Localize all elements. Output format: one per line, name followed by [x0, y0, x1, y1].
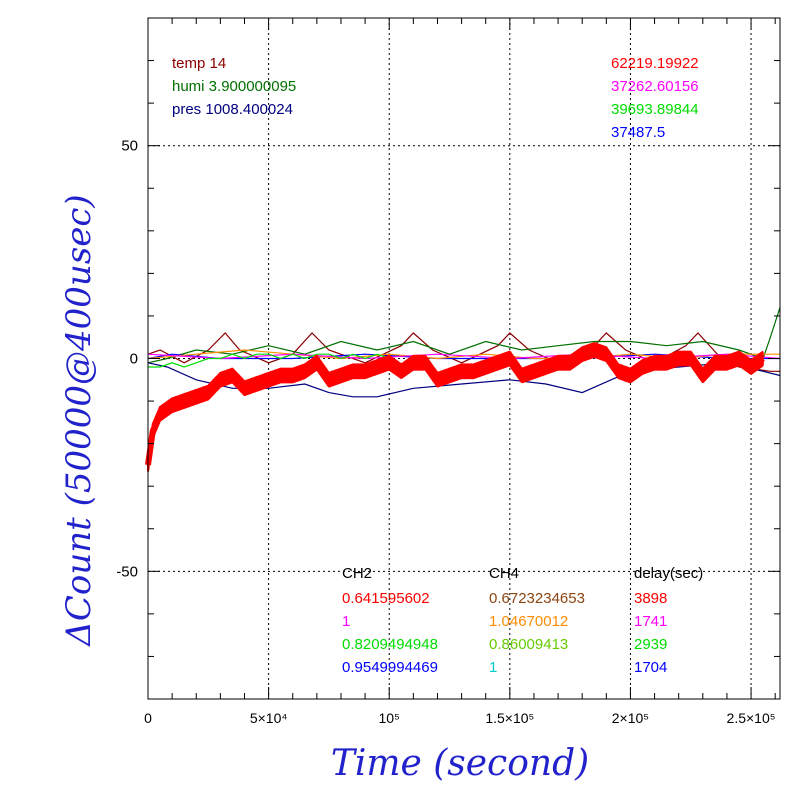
table-cell: 0.6723234653: [489, 590, 585, 607]
table-cell: 1704: [634, 659, 667, 676]
env-info-text: temp 14: [172, 55, 226, 72]
channel-value-text: 62219.19922: [611, 55, 699, 72]
series-line-2: [147, 362, 781, 398]
series-line-0: [147, 332, 780, 372]
table-header: delay(sec): [634, 565, 703, 582]
table-cell: 1: [489, 659, 497, 676]
channel-value-text: 37487.5: [611, 124, 665, 141]
table-header: CH2: [342, 565, 372, 582]
series-group: [145, 307, 781, 472]
env-info-text: pres 1008.400024: [172, 101, 293, 118]
x-tick-label: 2.5×10⁵: [727, 710, 776, 726]
table-cell: 2939: [634, 636, 667, 653]
tick-labels: 0 5×10⁴ 10⁵ 1.5×10⁵ 2×10⁵ 2.5×10⁵ 50 0 -50: [116, 138, 775, 726]
x-tick-label: 1.5×10⁵: [485, 710, 534, 726]
table-header: CH4: [489, 565, 519, 582]
table-cell: 3898: [634, 590, 667, 607]
y-tick-label: -50: [116, 563, 138, 580]
table-cell: 0.86009413: [489, 636, 568, 653]
table-cell: 1: [342, 613, 350, 630]
table-cell: 1.04670012: [489, 613, 568, 630]
x-axis-title: Time (second): [331, 743, 589, 784]
channel-value-text: 39693.89844: [611, 101, 699, 118]
series-band-7: [145, 347, 765, 466]
table-cell: 1741: [634, 613, 667, 630]
env-info-text: humi 3.900000095: [172, 78, 296, 95]
x-tick-label: 10⁵: [379, 710, 400, 726]
y-tick-label: 0: [130, 351, 138, 368]
annotations: temp 14 humi 3.900000095 pres 1008.400024 6…: [172, 55, 703, 676]
y-axis-title: ΔCount (50000@400usec): [59, 194, 99, 647]
y-tick-label: 50: [121, 138, 138, 155]
axis-ticks: [147, 17, 780, 700]
x-tick-label: 5×10⁴: [250, 710, 288, 726]
series-line-1: [147, 307, 781, 364]
series-line-6: [148, 353, 390, 368]
x-tick-label: 2×10⁵: [612, 710, 649, 726]
x-tick-label: 0: [144, 710, 152, 726]
table-cell: 0.641595602: [342, 590, 430, 607]
table-cell: 0.9549994469: [342, 659, 438, 676]
channel-value-text: 37262.60156: [611, 78, 699, 95]
table-cell: 0.8209494948: [342, 636, 438, 653]
